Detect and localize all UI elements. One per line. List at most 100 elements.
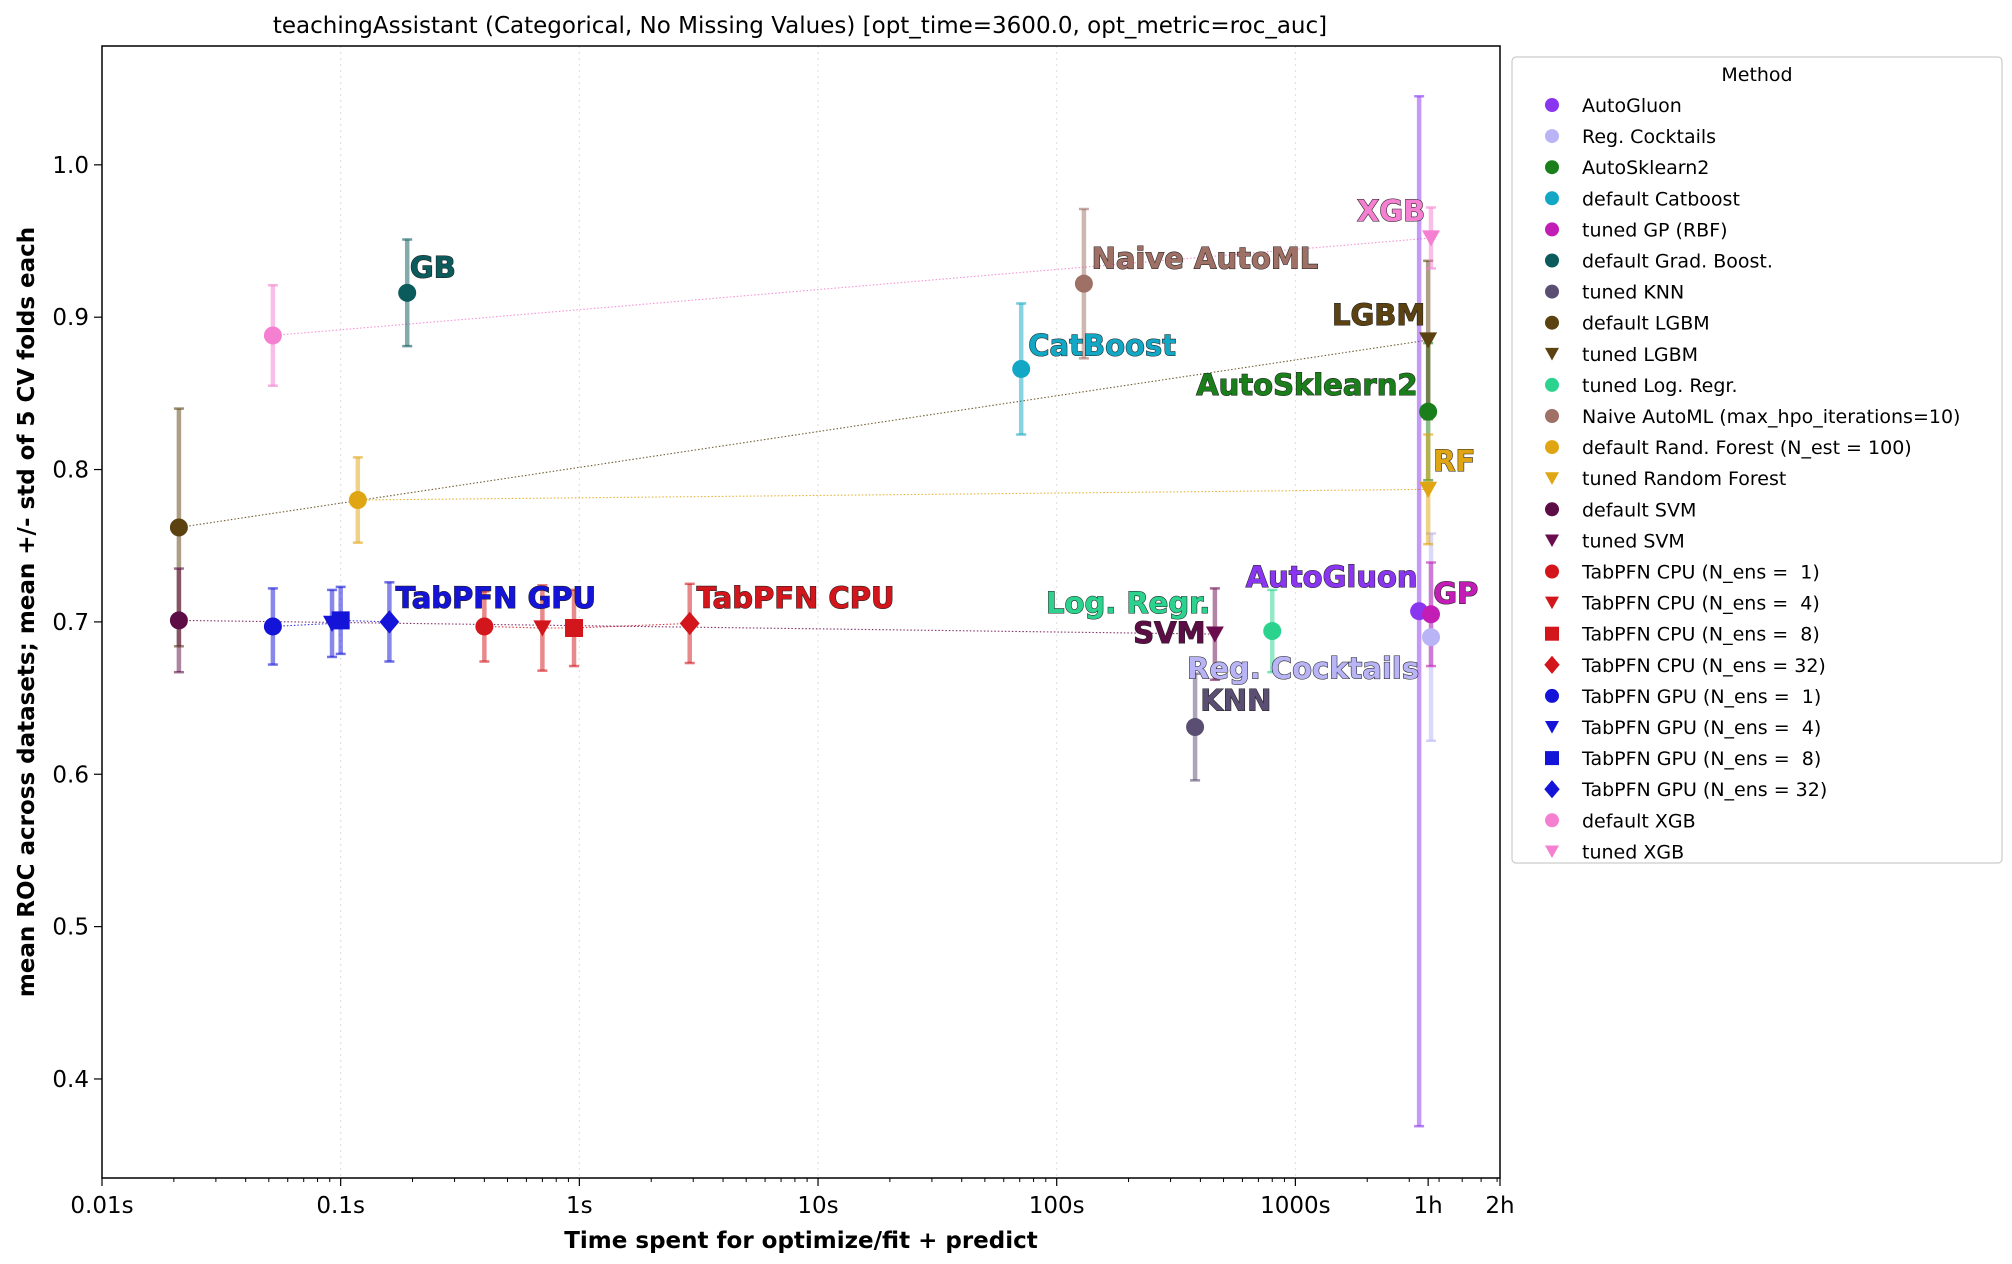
point-tuned-xgb (1421, 230, 1440, 247)
legend-label-default-grad-boost: default Grad. Boost. (1582, 251, 1773, 273)
connector-line (272, 237, 1432, 337)
legend-marker-tabpfn-cpu-n-ens-4 (1545, 596, 1559, 610)
point-autosklearn2 (1419, 402, 1438, 421)
point-tabpfn-cpu-n-ens-4 (533, 620, 552, 637)
annotation-lgbm: LGBM (1332, 298, 1425, 332)
legend-label-tabpfn-cpu-n-ens-1: TabPFN CPU (N_ens = 1) (1581, 562, 1820, 584)
y-tick-label: 0.6 (52, 762, 89, 788)
annotation-tabpfn-gpu: TabPFN GPU (396, 581, 596, 615)
point-default-xgb (263, 326, 282, 345)
x-axis-label: Time spent for optimize/fit + predict (564, 1228, 1038, 1254)
point-tuned-gp-rbf (1421, 605, 1440, 624)
legend-label-default-catboost: default Catboost (1582, 188, 1740, 210)
annotation-log-regr: Log. Regr. (1046, 586, 1210, 620)
point-default-svm (169, 611, 188, 630)
legend-marker-tabpfn-cpu-n-ens-1 (1545, 564, 1559, 579)
point-default-catboost (1012, 359, 1031, 378)
connector-line (178, 339, 1429, 528)
legend-marker-tabpfn-gpu-n-ens-4 (1545, 721, 1559, 734)
legend-label-tuned-svm: tuned SVM (1582, 530, 1685, 552)
annotation-autogluon: AutoGluon (1246, 560, 1418, 594)
legend-marker-tuned-gp-rbf (1545, 222, 1559, 237)
legend-label-autosklearn2: AutoSklearn2 (1582, 157, 1709, 179)
point-tabpfn-cpu-n-ens-1 (475, 617, 494, 636)
legend: Method AutoGluon Reg. Cocktails AutoSklear… (1511, 56, 2003, 864)
y-tick-label: 0.4 (52, 1067, 89, 1093)
legend-marker-naive-automl-max-hpo-iterations-10 (1545, 409, 1559, 423)
point-tuned-lgbm (1419, 332, 1438, 349)
x-axis-ticks: 0.01s 0.1s 1s 10s 100s 1000s 1h 2h (70, 1178, 1515, 1219)
legend-marker-default-svm (1545, 502, 1559, 517)
legend-label-tuned-random-forest: tuned Random Forest (1582, 468, 1786, 490)
point-tuned-log-regr (1263, 622, 1282, 641)
x-tick-label: 10s (797, 1193, 838, 1219)
legend-marker-tuned-lgbm (1545, 347, 1559, 361)
legend-box (1511, 56, 2003, 864)
annotation-gb: GB (410, 251, 456, 285)
connector-lines (178, 237, 1432, 635)
point-tabpfn-gpu-n-ens-8 (331, 611, 350, 630)
point-tabpfn-cpu-n-ens-32 (679, 611, 700, 636)
legend-marker-tuned-log-regr (1545, 377, 1559, 392)
annotation-knn: KNN (1200, 683, 1271, 717)
y-tick-label: 1.0 (52, 153, 89, 179)
legend-label-reg-cocktails: Reg. Cocktails (1582, 126, 1716, 148)
x-tick-label: 0.01s (70, 1193, 133, 1219)
legend-marker-tuned-xgb (1545, 845, 1559, 859)
legend-marker-tuned-random-forest (1545, 472, 1559, 485)
annotation-autosklearn2: AutoSklearn2 (1196, 368, 1417, 402)
legend-marker-tuned-knn (1545, 284, 1559, 299)
legend-label-tabpfn-gpu-n-ens-1: TabPFN GPU (N_ens = 1) (1581, 686, 1821, 708)
annotation-xgb: XGB (1357, 194, 1425, 228)
annotation-catboost: CatBoost (1028, 328, 1176, 362)
legend-marker-tuned-svm (1545, 534, 1559, 548)
legend-marker-default-lgbm (1545, 315, 1559, 330)
legend-marker-default-grad-boost (1545, 253, 1559, 268)
annotation-tabpfn-cpu: TabPFN CPU (697, 581, 895, 615)
point-default-grad-boost (398, 283, 417, 302)
y-tick-label: 0.9 (52, 305, 89, 331)
legend-label-tuned-gp-rbf: tuned GP (RBF) (1582, 219, 1728, 241)
x-tick-label: 1h (1414, 1193, 1443, 1219)
legend-marker-tabpfn-cpu-n-ens-32 (1544, 655, 1560, 674)
legend-label-tabpfn-gpu-n-ens-8: TabPFN GPU (N_ens = 8) (1581, 748, 1821, 770)
point-tabpfn-gpu-n-ens-1 (263, 617, 282, 636)
chart-title: teachingAssistant (Categorical, No Missi… (273, 13, 1327, 39)
point-annotations: GB Naive AutoML CatBoost XGB LGBM AutoSklearn… (395, 194, 1479, 718)
x-tick-label: 2h (1485, 1193, 1514, 1219)
annotation-reg-cocktails: Reg. Cocktails (1187, 651, 1419, 685)
legend-label-autogluon: AutoGluon (1582, 95, 1682, 117)
legend-label-tabpfn-gpu-n-ens-4: TabPFN GPU (N_ens = 4) (1581, 717, 1821, 739)
point-tabpfn-gpu-n-ens-32 (379, 610, 400, 634)
x-tick-label: 1s (566, 1193, 593, 1219)
legend-marker-default-xgb (1545, 813, 1559, 828)
legend-title: Method (1721, 64, 1792, 86)
y-axis-ticks: 0.4 0.5 0.6 0.7 0.8 0.9 1.0 (52, 153, 102, 1093)
x-tick-label: 0.1s (316, 1193, 365, 1219)
x-tick-label: 100s (1029, 1193, 1085, 1219)
legend-label-tabpfn-gpu-n-ens-32: TabPFN GPU (N_ens = 32) (1581, 779, 1827, 801)
point-default-rand-forest-n-est-100 (348, 491, 367, 510)
legend-items: AutoGluon Reg. Cocktails AutoSklearn2 defau… (1544, 95, 1960, 863)
annotation-svm: SVM (1133, 616, 1205, 650)
legend-marker-tabpfn-gpu-n-ens-1 (1545, 688, 1559, 703)
data-markers (169, 230, 1440, 737)
legend-marker-autogluon (1545, 98, 1559, 112)
legend-marker-tabpfn-gpu-n-ens-8 (1545, 751, 1559, 766)
legend-label-tuned-knn: tuned KNN (1582, 282, 1684, 304)
point-reg-cocktails (1421, 628, 1440, 647)
legend-marker-tabpfn-gpu-n-ens-32 (1544, 780, 1560, 799)
legend-label-tuned-xgb: tuned XGB (1582, 841, 1684, 863)
annotation-rf: RF (1433, 444, 1475, 478)
legend-label-default-rand-forest-n-est-100: default Rand. Forest (N_est = 100) (1582, 437, 1912, 459)
y-tick-label: 0.7 (52, 610, 89, 636)
connector-line (484, 622, 690, 629)
y-tick-label: 0.8 (52, 458, 89, 484)
legend-label-tabpfn-cpu-n-ens-32: TabPFN CPU (N_ens = 32) (1581, 655, 1826, 677)
legend-label-tuned-lgbm: tuned LGBM (1582, 344, 1698, 366)
legend-label-default-lgbm: default LGBM (1582, 313, 1710, 335)
y-axis-label: mean ROC across datasets; mean +/- std o… (14, 227, 40, 997)
legend-marker-tabpfn-cpu-n-ens-8 (1545, 626, 1559, 641)
point-naive-automl-max-hpo-iterations-10 (1074, 274, 1093, 293)
